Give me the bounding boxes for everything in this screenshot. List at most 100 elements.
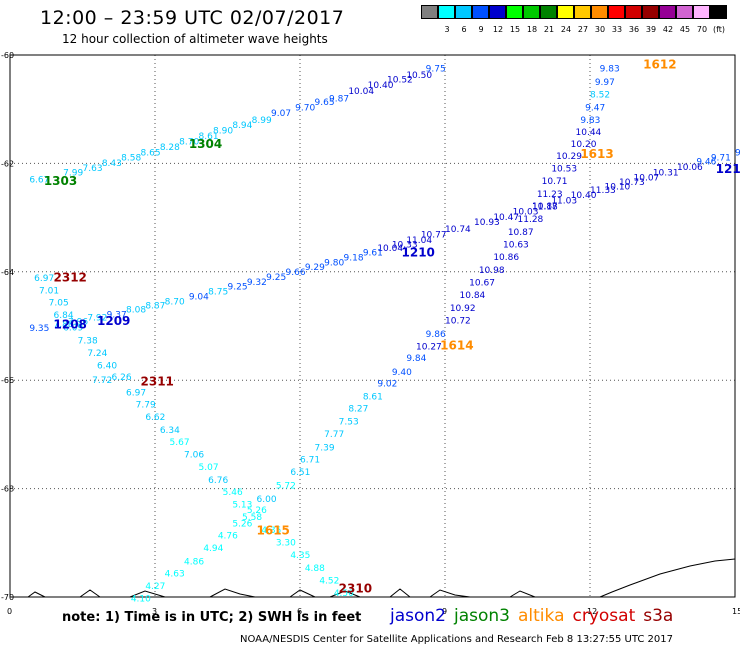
mission-legend-item: jason2 xyxy=(390,606,446,626)
pass-label: 1613 xyxy=(580,147,613,161)
swh-observation: 10.44 xyxy=(576,128,602,138)
swh-observation: 9.04 xyxy=(189,292,209,302)
map-subtitle: 12 hour collection of altimeter wave hei… xyxy=(62,32,328,46)
swh-observation: 10.20 xyxy=(571,140,597,150)
y-tick-label: -70 xyxy=(1,593,14,602)
swh-observation: 7.01 xyxy=(39,286,59,296)
swh-observation: 8.61 xyxy=(363,393,383,403)
color-bin xyxy=(591,5,608,19)
pass-label: 1304 xyxy=(189,137,222,151)
swh-observation: 9.66 xyxy=(286,268,306,278)
swh-observation: 9.46 xyxy=(696,157,716,167)
swh-observation: 10.27 xyxy=(416,342,442,352)
swh-observation: 10.87 xyxy=(532,202,558,212)
color-bin-label: 42 xyxy=(662,25,674,34)
color-bin-label: 18 xyxy=(526,25,538,34)
color-bin xyxy=(659,5,676,19)
color-bin xyxy=(710,5,727,19)
color-bin-label: 70 xyxy=(696,25,708,34)
swh-observation: 8.52 xyxy=(590,90,610,100)
pass-label: 1614 xyxy=(440,338,473,352)
swh-observation: 9.35 xyxy=(29,324,49,334)
y-tick-label: -60 xyxy=(1,51,14,60)
pass-label: 1208 xyxy=(54,318,87,332)
color-bin xyxy=(540,5,557,19)
color-bin xyxy=(676,5,693,19)
swh-observation: 9.70 xyxy=(295,103,315,113)
color-bin-label: 45 xyxy=(679,25,691,34)
color-bin-label: 12 xyxy=(492,25,504,34)
swh-observation: 4.63 xyxy=(165,569,185,579)
pass-label: 1615 xyxy=(257,524,290,538)
swh-observation: 6.09 xyxy=(63,323,83,333)
swh-observation: 10.92 xyxy=(450,304,476,314)
swh-observation: 9.87 xyxy=(329,95,349,105)
swh-observation: 10.73 xyxy=(619,178,645,188)
swh-observation: 10.03 xyxy=(513,207,539,217)
y-tick-label: -68 xyxy=(1,485,14,494)
swh-observation: 9 xyxy=(735,148,740,158)
axis-ticks: 0 3 6 9 12 15 -60 -62 -64 -66 -68 -70 xyxy=(1,51,740,616)
color-bin xyxy=(557,5,574,19)
swh-observation: 7.38 xyxy=(78,336,98,346)
color-bin xyxy=(472,5,489,19)
swh-observation: 10.72 xyxy=(445,316,471,326)
swh-observation: 4.94 xyxy=(203,544,223,554)
swh-observation: 9.40 xyxy=(392,368,412,378)
swh-observation: 9.61 xyxy=(363,249,383,259)
swh-observation: 10.87 xyxy=(508,228,534,238)
swh-observation: 5.26 xyxy=(232,520,252,530)
color-bin xyxy=(693,5,710,19)
swh-observation: 8.61 xyxy=(199,132,219,142)
pass-label: 1303 xyxy=(44,174,77,188)
swh-observation: 8.65 xyxy=(141,148,161,158)
swh-observation: 7.96 xyxy=(68,317,88,327)
swh-observation: 9.86 xyxy=(426,330,446,340)
swh-observation: 8.58 xyxy=(121,154,141,164)
swh-observation: 6.76 xyxy=(208,476,228,486)
swh-observation: 7.53 xyxy=(339,418,359,428)
swh-observation: 10.77 xyxy=(421,231,447,241)
mission-legend-item: s3a xyxy=(643,606,674,626)
swh-observation: 7.63 xyxy=(83,164,103,174)
mission-legend: jason2 jason3 altika cryosat s3a xyxy=(390,606,681,626)
color-bin-label: 9 xyxy=(478,25,484,34)
swh-observation: 11.03 xyxy=(551,197,577,207)
swh-observation: 9.83 xyxy=(580,116,600,126)
swh-observation: 7.92 xyxy=(87,314,107,324)
y-tick-label: -62 xyxy=(1,159,14,168)
color-bin xyxy=(438,5,455,19)
color-bin-label: 36 xyxy=(628,25,640,34)
swh-observation: 9.25 xyxy=(266,273,286,283)
swh-observation: 10.04 xyxy=(348,87,374,97)
swh-observation: 10.40 xyxy=(368,81,394,91)
swh-observation: 4.35 xyxy=(261,526,281,536)
swh-observation: 10.74 xyxy=(445,225,471,235)
swh-observation: 5.13 xyxy=(232,501,252,511)
swh-observation: 4.10 xyxy=(131,594,151,604)
swh-observation: 4.52 xyxy=(319,576,339,586)
coastline-south xyxy=(27,588,536,598)
map-frame xyxy=(9,54,736,598)
swh-observation: 10.29 xyxy=(556,152,582,162)
swh-observation: 6.97 xyxy=(126,388,146,398)
swh-observation: 5.58 xyxy=(242,513,262,523)
swh-observation: 6.71 xyxy=(300,456,320,466)
y-tick-label: -64 xyxy=(1,268,14,277)
swh-observation: 10.71 xyxy=(542,177,568,187)
swh-observation: 8.70 xyxy=(165,297,185,307)
swh-observation: 9.47 xyxy=(585,103,605,113)
swh-observation: 6.51 xyxy=(290,468,310,478)
color-bin xyxy=(574,5,591,19)
swh-observation: 7.39 xyxy=(315,444,335,454)
pass-label: 2310 xyxy=(339,582,372,596)
mission-legend-item: altika xyxy=(518,606,565,626)
swh-observation: 8.70 xyxy=(179,137,199,147)
color-bin xyxy=(421,5,438,19)
coastline xyxy=(27,558,736,598)
swh-observation: 10.84 xyxy=(460,291,486,301)
swh-observation: 8.43 xyxy=(102,159,122,169)
observations: 6.677.99 7.63 8.438.588.658.288.708.618.90… xyxy=(29,64,740,604)
